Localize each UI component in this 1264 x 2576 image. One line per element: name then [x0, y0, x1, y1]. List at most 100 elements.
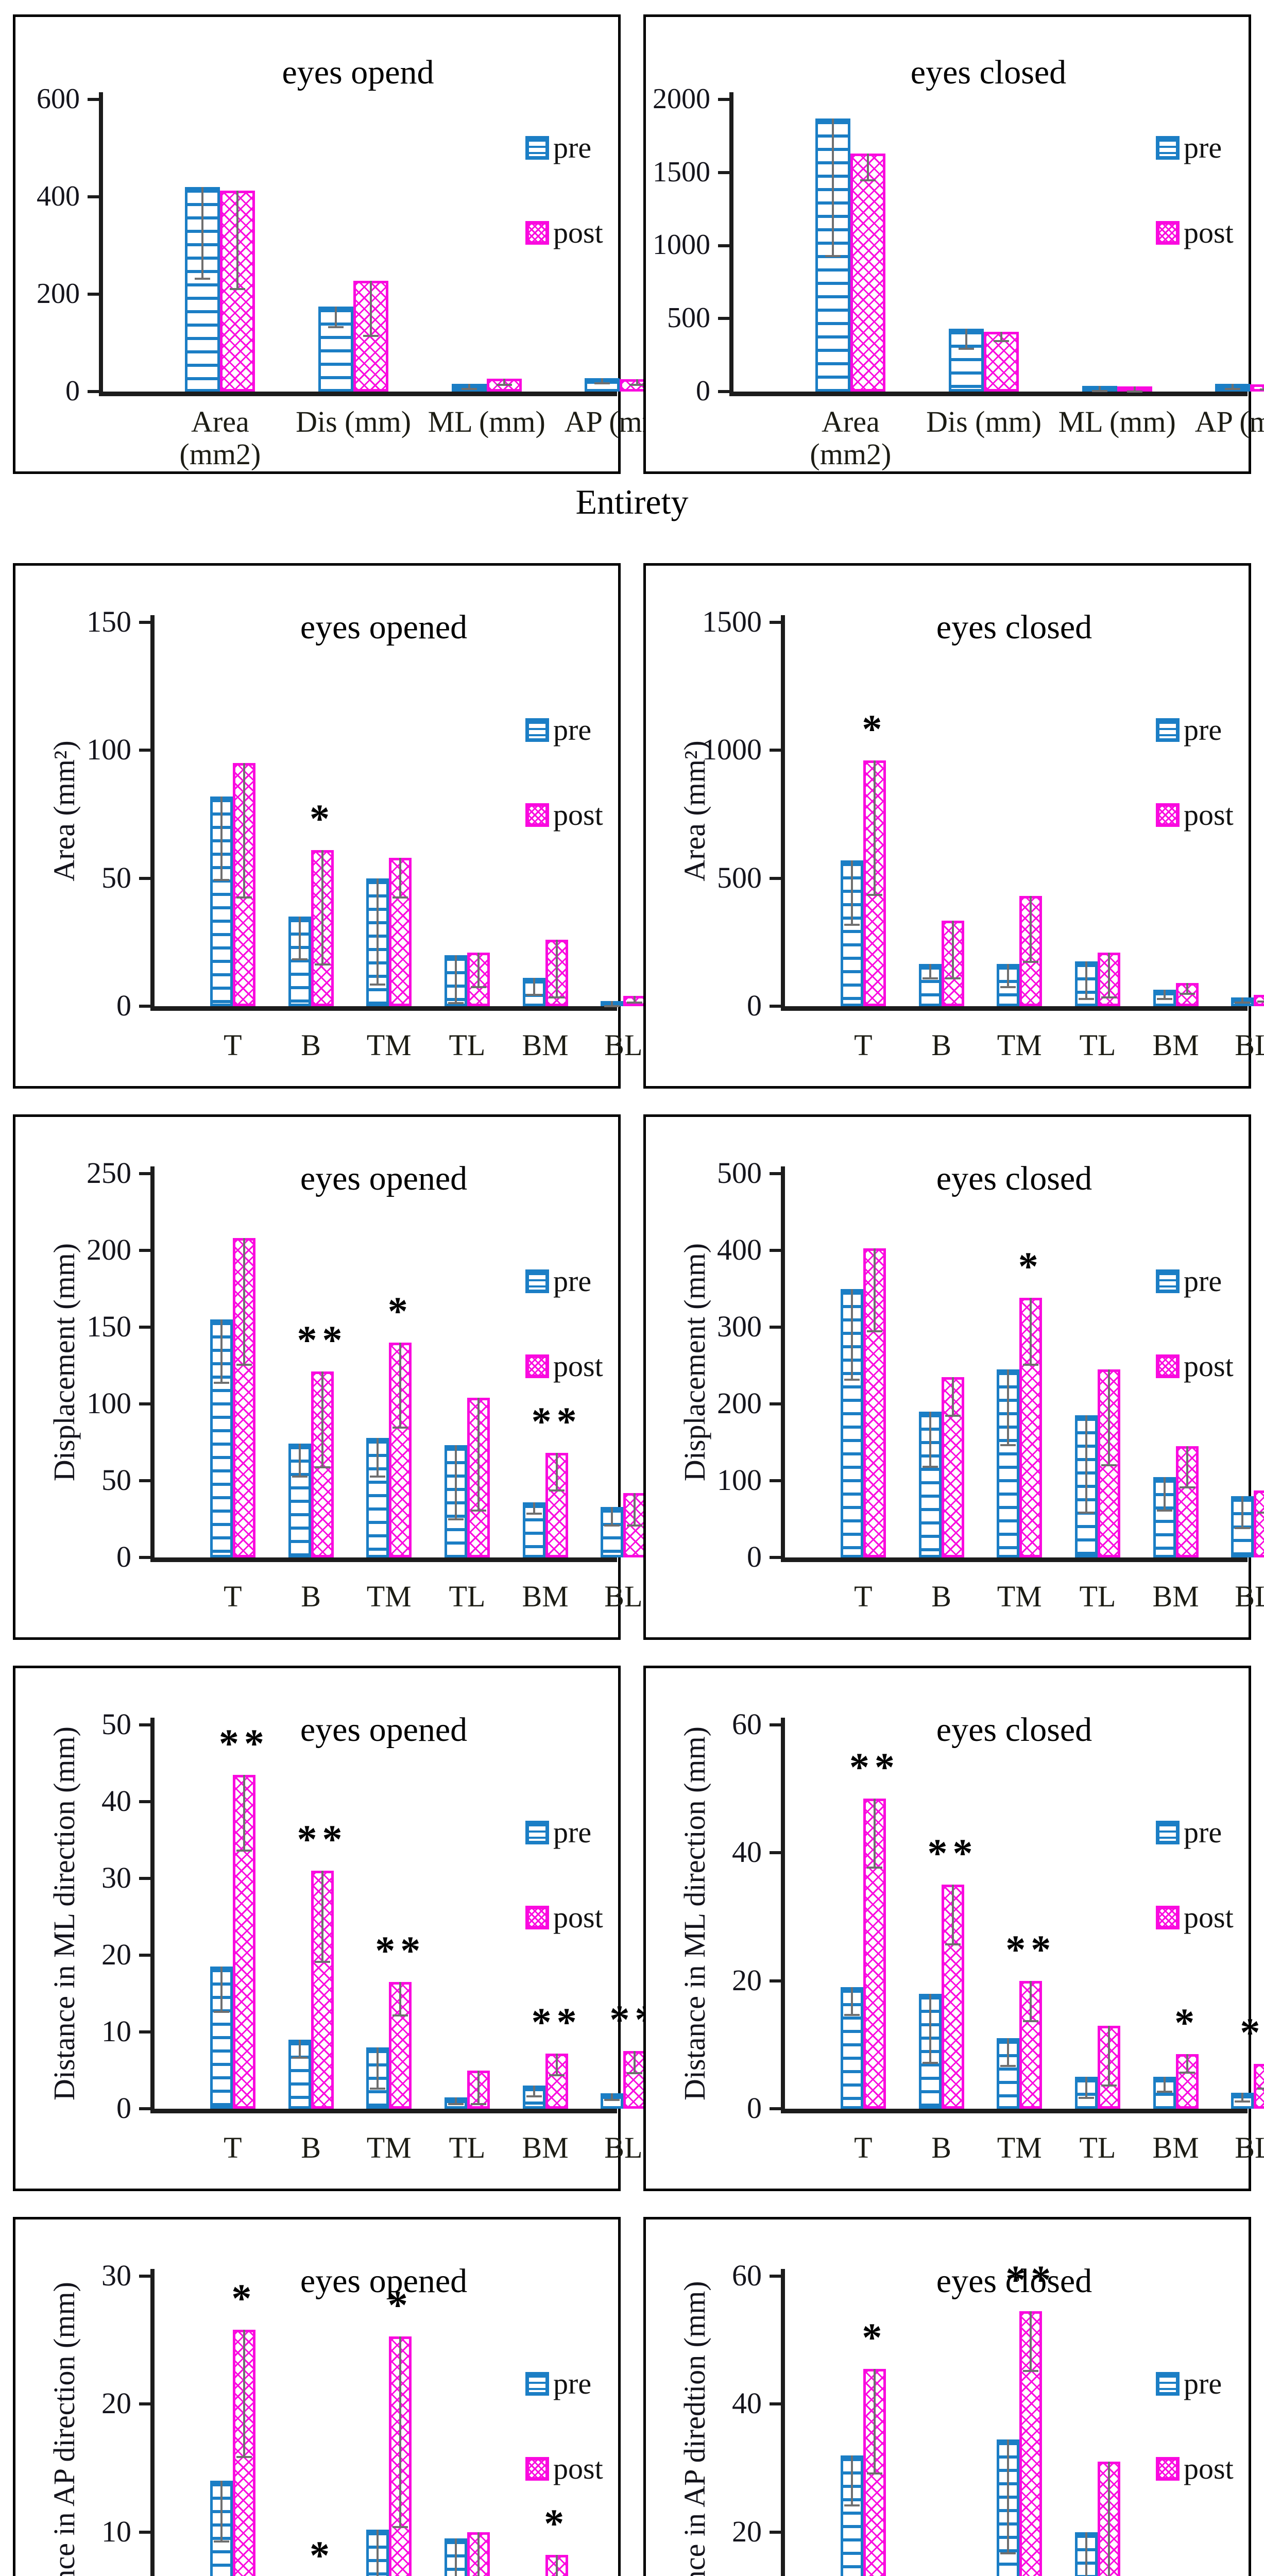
- error-bar-cap: [922, 1465, 938, 1468]
- category-label: B: [301, 1580, 321, 1613]
- error-bar-cap: [370, 1476, 386, 1478]
- x-axis-line: [150, 1557, 617, 1562]
- y-tick-mark: [139, 1402, 155, 1405]
- category-label: BL: [1235, 2131, 1264, 2164]
- error-bar: [477, 1398, 480, 1512]
- error-bar-cap: [629, 383, 645, 386]
- error-bar-cap: [448, 2103, 464, 2105]
- y-tick-label: 0: [696, 375, 710, 407]
- error-bar-cap: [627, 2072, 643, 2074]
- error-bar-cap: [866, 1867, 882, 1869]
- category-label: B: [931, 2131, 951, 2164]
- legend-pre-label: pre: [1184, 713, 1222, 747]
- bar-post-T: [232, 1774, 255, 2109]
- y-axis-line: [781, 1718, 785, 2113]
- bar-post-Area: [850, 153, 886, 392]
- error-bar: [1186, 1446, 1188, 1488]
- y-tick-mark: [139, 2275, 155, 2278]
- error-bar-cap: [549, 1489, 565, 1492]
- error-bar: [377, 2047, 379, 2090]
- chart-panel-displacement-eyes-closed: eyes closed Displacement (mm) 0 100 200 300 40…: [643, 1114, 1264, 1640]
- category-label: B: [931, 1028, 951, 1062]
- legend-post-swatch-icon: [1156, 2457, 1180, 2481]
- legend-item-post: post: [525, 1351, 603, 1381]
- y-tick-label: 20: [732, 1963, 762, 1997]
- bar-post-BL: [1254, 1490, 1264, 1557]
- error-bar-cap: [604, 1524, 620, 1527]
- error-bar-cap: [604, 2099, 620, 2102]
- y-tick-mark: [770, 749, 785, 752]
- category-label: T: [224, 1028, 242, 1062]
- bar-post-TM: [1019, 1298, 1043, 1557]
- y-tick-mark: [770, 2402, 785, 2406]
- y-tick-mark: [770, 2530, 785, 2534]
- error-bar-cap: [236, 2455, 252, 2458]
- y-tick-label: 0: [747, 1539, 762, 1573]
- y-tick-label: 150: [87, 1309, 131, 1343]
- error-bar-cap: [1023, 2020, 1039, 2023]
- error-bar: [243, 2330, 245, 2458]
- error-bar-cap: [292, 958, 308, 960]
- error-bar: [1000, 332, 1003, 343]
- error-bar-cap: [370, 2087, 386, 2090]
- error-bar: [377, 878, 379, 986]
- y-tick-mark: [88, 98, 103, 101]
- error-bar: [850, 2455, 853, 2506]
- legend-pre-swatch-icon: [525, 1269, 549, 1293]
- error-bar-cap: [945, 1415, 961, 1417]
- significance-marker: **: [375, 1928, 426, 1973]
- legend-item-pre: pre: [525, 1818, 591, 1848]
- legend-pre-label: pre: [553, 1264, 592, 1298]
- y-axis-line: [99, 92, 103, 396]
- error-bar-cap: [549, 996, 565, 999]
- error-bar: [321, 1371, 323, 1469]
- legend-post-label: post: [1184, 2452, 1234, 2485]
- legend-pre-swatch-icon: [525, 136, 549, 160]
- error-bar: [1030, 896, 1032, 963]
- error-bar-cap: [604, 1005, 620, 1008]
- error-bar: [1085, 1415, 1087, 1514]
- y-tick-mark: [139, 1877, 155, 1880]
- y-tick-label: 100: [717, 1463, 762, 1497]
- legend-post-label: post: [553, 1901, 603, 1934]
- error-bar: [951, 920, 954, 979]
- error-bar-cap: [314, 963, 330, 965]
- y-tick-label: 50: [101, 860, 131, 894]
- y-tick-label: 400: [37, 180, 80, 212]
- error-bar: [555, 2053, 558, 2077]
- error-bar-cap: [1078, 1512, 1094, 1514]
- error-bar: [1007, 2038, 1010, 2067]
- y-tick-label: 40: [732, 1835, 762, 1869]
- chart-panel-displacement-eyes-opened: eyes opened Displacement (mm) 0 50 100 150 200…: [13, 1114, 646, 1640]
- error-bar: [377, 1437, 379, 1478]
- y-axis-line: [150, 615, 155, 1011]
- legend-post-label: post: [553, 2452, 603, 2485]
- y-tick-mark: [770, 621, 785, 624]
- legend-item-pre: pre: [525, 2369, 591, 2399]
- chart-title: eyes opened: [300, 1160, 468, 1197]
- error-bar: [477, 952, 480, 989]
- legend-post-swatch-icon: [525, 1354, 549, 1378]
- y-tick-label: 10: [101, 2514, 131, 2548]
- category-label: TM: [997, 1028, 1042, 1062]
- error-bar-cap: [392, 1426, 408, 1429]
- category-label: TL: [1079, 1028, 1116, 1062]
- bar-post-TM: [389, 1982, 412, 2109]
- y-tick-mark: [718, 317, 733, 320]
- y-tick-label: 0: [65, 375, 80, 407]
- y-tick-mark: [770, 876, 785, 880]
- legend-item-post: post: [525, 2454, 603, 2484]
- category-label: T: [854, 1580, 873, 1613]
- error-bar-cap: [314, 1466, 330, 1469]
- error-bar-cap: [1257, 1000, 1264, 1003]
- error-bar-cap: [496, 383, 512, 386]
- x-axis-line: [781, 1557, 1248, 1562]
- y-tick-label: 0: [116, 2091, 131, 2125]
- legend-pre-swatch-icon: [1156, 718, 1180, 742]
- error-bar-cap: [195, 277, 211, 280]
- bar-post-BL: [1254, 2064, 1264, 2109]
- error-bar-cap: [866, 1330, 882, 1333]
- legend-post-swatch-icon: [525, 1906, 549, 1929]
- error-bar: [454, 2097, 457, 2105]
